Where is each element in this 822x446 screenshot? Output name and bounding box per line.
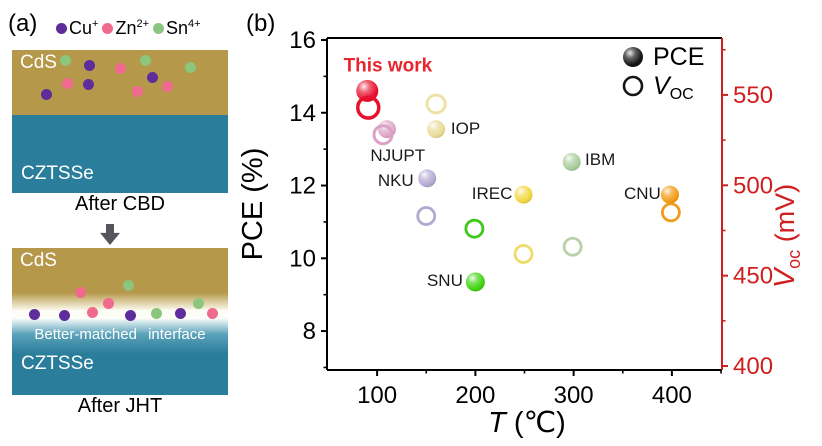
cu-ion-legend-item: Cu+ [56,18,98,39]
cu-ion-dot [82,78,94,90]
annotation-cnu: CNU [624,184,661,203]
pce-point-ibm [562,152,581,171]
voc-point-ibm [562,236,583,257]
annotation-njupt: NJUPT [370,146,425,165]
voc-point-iop [425,93,447,115]
annotation-nku: NKU [378,171,414,190]
voc-point-njupt [372,124,394,146]
sn-ion-dot [184,61,196,73]
zn-ion-dot [61,77,73,89]
sn-ion-dot [59,54,71,66]
zn-ion-dot [206,307,218,319]
y-right-tick-label: 400 [733,353,773,380]
cu-ion-dot [124,309,136,321]
zn-ion-dot [161,80,173,92]
y-right-tick-label: 550 [733,82,773,109]
zn-ion-dot [131,85,143,97]
sn-ion-dot-icon [153,23,165,34]
voc-point-nku [416,206,437,226]
y-right-axis-title: Voc (mV) [769,184,804,288]
cu-ion-dot [146,71,158,83]
ion-legend: Cu+ Zn2+ Sn4+ [56,18,201,39]
cztsse-label: CZTSSe [21,353,94,374]
legend-pce-sphere-icon [623,47,643,67]
sn-ion-dot [139,54,151,66]
pce-point-snu [465,272,485,292]
y-left-axis-title: PCE (%) [240,148,269,261]
x-tick-label: 100 [357,382,397,409]
x-tick-label: 400 [652,382,692,409]
y-left-tick-label: 8 [303,318,316,345]
pce-point-irec [514,185,533,204]
after-cbd-caption: After CBD [74,193,166,215]
pce-point-iop [427,120,446,139]
cztsse-layer-after: Better-matched interface CZTSSe [12,319,228,395]
ion-label: Zn2+ [115,18,150,38]
y-right-tick-label: 500 [733,172,773,199]
legend-pce-label: PCE [653,43,704,71]
zn-ion-dot [86,306,98,318]
zn-ion-dot [102,297,114,309]
x-axis-title: T (℃) [488,407,566,439]
cztsse-label: CZTSSe [21,163,94,184]
panel-a-label: (a) [8,10,38,37]
pce-point-cnu [660,185,679,204]
y-left-tick-label: 12 [289,173,316,200]
sn-ion-legend-item: Sn4+ [153,18,201,39]
sn-ion-dot [122,279,134,291]
annotation-snu: SNU [427,271,463,290]
cu-ion-dot [83,59,95,71]
down-arrow-icon [100,224,120,245]
zn-ion-dot [114,62,126,74]
annotation-iop: IOP [451,119,480,138]
legend-voc-ring-icon [622,75,644,97]
sn-ion-dot [192,297,204,309]
annotation-this-work: This work [344,55,433,76]
ion-label: Sn4+ [166,18,201,38]
legend-voc-label: VOC [653,72,694,103]
x-tick-label: 200 [455,382,495,409]
panel-b-label: (b) [246,10,276,37]
voc-point-cnu [661,202,681,223]
cu-ion-dot [28,308,40,320]
cztsse-layer-before: CZTSSe [12,115,228,193]
y-left-tick-label: 16 [289,27,316,54]
interface-band [12,310,228,319]
y-left-tick-label: 10 [289,245,316,272]
annotation-irec: IREC [472,184,513,203]
voc-point-snu [464,218,485,239]
annotation-ibm: IBM [585,150,615,169]
zn-ion-legend-item: Zn2+ [102,18,149,39]
cu-ion-dot [40,88,52,100]
cds-label: CdS [20,52,57,73]
voc-point-irec [513,244,534,264]
cu-ion-dot [58,309,70,321]
x-tick-label: 300 [554,382,594,409]
cu-ion-dot [174,307,186,319]
pce-point-nku [418,169,437,188]
after-jht-caption: After JHT [77,395,163,417]
voc-point-this-work [356,95,381,120]
cds-layer-after: CdS [12,248,228,310]
interface-label: Better-matched interface [34,326,206,343]
zn-ion-dot [74,286,86,298]
y-right-tick-label: 450 [733,263,773,290]
zn-ion-dot-icon [102,23,114,34]
pce-voc-scatter-chart: 100 200 300 400 8 10 12 14 16 400 450 500 550 PCE (%)… [240,27,804,439]
cu-ion-dot-icon [56,23,67,34]
y-left-tick-label: 14 [289,100,316,127]
ion-label: Cu+ [69,18,99,38]
cds-layer-before: CdS [12,50,228,115]
cds-label: CdS [20,250,57,271]
sn-ion-dot [150,307,162,319]
